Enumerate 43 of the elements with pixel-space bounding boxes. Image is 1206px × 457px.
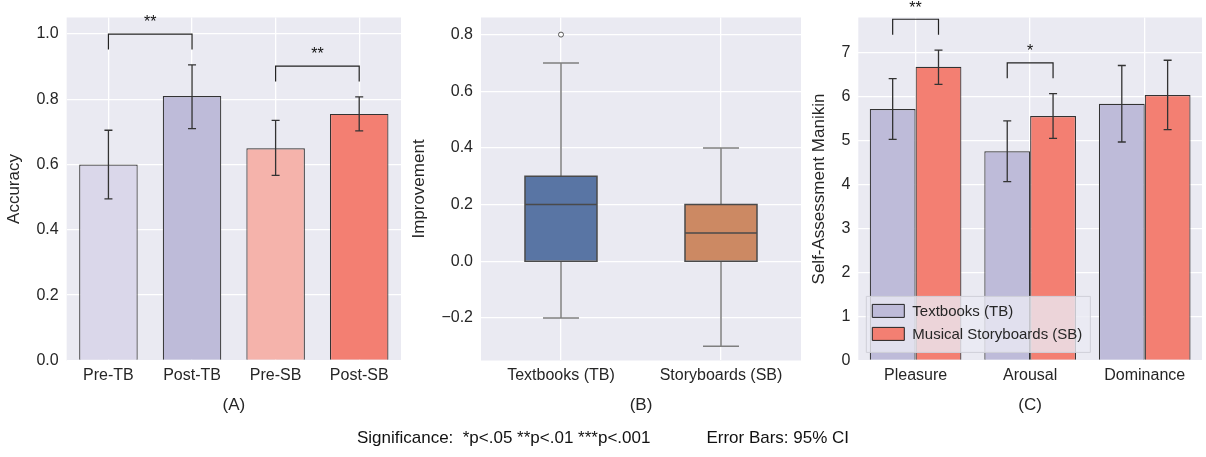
y-tick-label: 0.4 <box>36 220 59 238</box>
y-tick-label: 0.2 <box>36 285 59 303</box>
x-tick-label: Dominance <box>1104 366 1186 384</box>
y-tick-label: 4 <box>841 175 851 193</box>
y-tick-label: 0.4 <box>450 138 474 156</box>
y-tick-label: 3 <box>841 218 851 236</box>
annotation: * <box>1027 42 1034 60</box>
x-axis-title: (C) <box>1018 395 1042 415</box>
legend-label: Musical Storyboards (SB) <box>912 324 1083 342</box>
y-axis-title: Self-Assessment Manikin <box>808 93 828 285</box>
text: ** <box>909 0 922 16</box>
y-tick-label: 0.0 <box>36 350 59 368</box>
x-tick-label: Textbooks (TB) <box>507 366 615 384</box>
y-tick-label: 0.6 <box>36 154 59 172</box>
y-tick-label: 5 <box>841 131 851 149</box>
x-tick-label: Post-TB <box>163 366 221 384</box>
x-tick-label: Arousal <box>1003 366 1058 384</box>
annotation: ** <box>311 45 324 63</box>
x-tick-label: Post-SB <box>329 366 389 384</box>
y-tick-label: 0.8 <box>450 25 474 42</box>
x-axis-title: (B) <box>629 395 653 415</box>
x-tick-label: Pre-SB <box>249 366 302 384</box>
x-tick-label: Pre-TB <box>83 366 134 384</box>
x-axis-title: (A) <box>222 395 246 415</box>
x-tick-label: Pleasure <box>884 366 948 384</box>
y-tick-label: 0.0 <box>450 251 474 269</box>
y-tick-label: 2 <box>841 262 851 280</box>
y-tick-label: 0 <box>841 350 851 368</box>
y-tick-label: 1.0 <box>36 24 59 42</box>
annotation: ** <box>144 13 157 31</box>
y-tick-label: 6 <box>841 87 851 105</box>
x-tick-label: Storyboards (SB) <box>659 366 783 384</box>
y-axis-title: Accuracy <box>3 153 23 224</box>
y-tick-label: 0.6 <box>450 81 474 99</box>
y-tick-label: 7 <box>841 43 851 61</box>
y-tick-label: 1 <box>841 306 851 324</box>
y-tick-label: 0.2 <box>450 194 474 212</box>
y-tick-label: 0.8 <box>36 89 59 107</box>
legend-label: Textbooks (TB) <box>912 301 1014 319</box>
y-tick-label: −0.2 <box>441 308 474 326</box>
text: Significance: *p<.05 **p<.01 ***p<.001 <box>356 428 651 447</box>
y-axis-title: Improvement <box>408 139 428 239</box>
text: Error Bars: 95% CI <box>706 428 850 447</box>
